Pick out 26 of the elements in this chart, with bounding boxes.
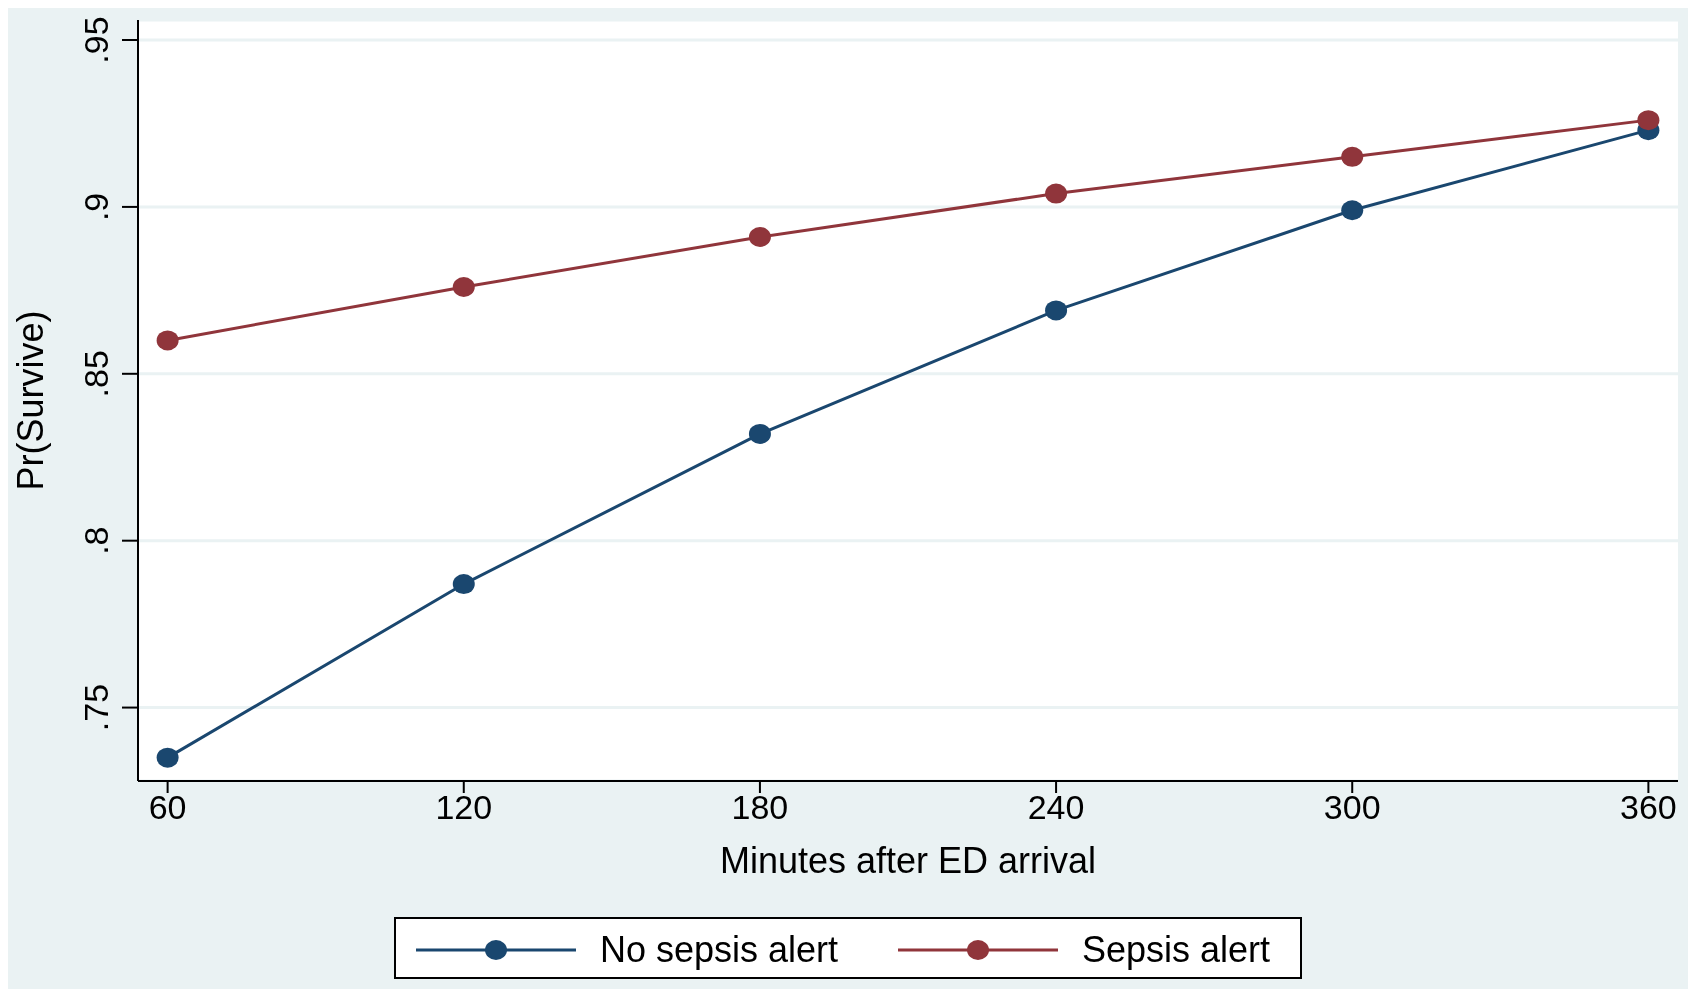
x-tick-label: 60 <box>148 788 187 827</box>
point <box>1045 300 1068 321</box>
y-tick-label: .75 <box>77 683 115 732</box>
point <box>452 574 475 595</box>
legend-label: Sepsis alert <box>1082 929 1271 971</box>
point <box>748 226 771 247</box>
x-tick-label: 180 <box>731 788 789 827</box>
point <box>452 277 475 298</box>
point <box>156 330 179 351</box>
point <box>748 423 771 444</box>
x-tick-label: 300 <box>1323 788 1381 827</box>
y-tick-label: .95 <box>77 16 115 64</box>
x-tick-label: 240 <box>1027 788 1085 827</box>
x-tick-label: 120 <box>435 788 493 827</box>
point <box>1637 110 1660 131</box>
point <box>1045 183 1068 204</box>
y-axis-title: Pr(Survive) <box>9 310 51 491</box>
y-tick-label: .9 <box>77 192 115 222</box>
point <box>1341 146 1364 167</box>
x-tick-label: 360 <box>1620 788 1677 827</box>
point <box>1341 200 1364 221</box>
point <box>156 747 179 768</box>
y-tick-label: .8 <box>77 526 115 555</box>
y-tick-label: .85 <box>77 350 115 398</box>
x-axis-title: Minutes after ED arrival <box>719 840 1097 881</box>
legend-label: No sepsis alert <box>599 929 838 971</box>
